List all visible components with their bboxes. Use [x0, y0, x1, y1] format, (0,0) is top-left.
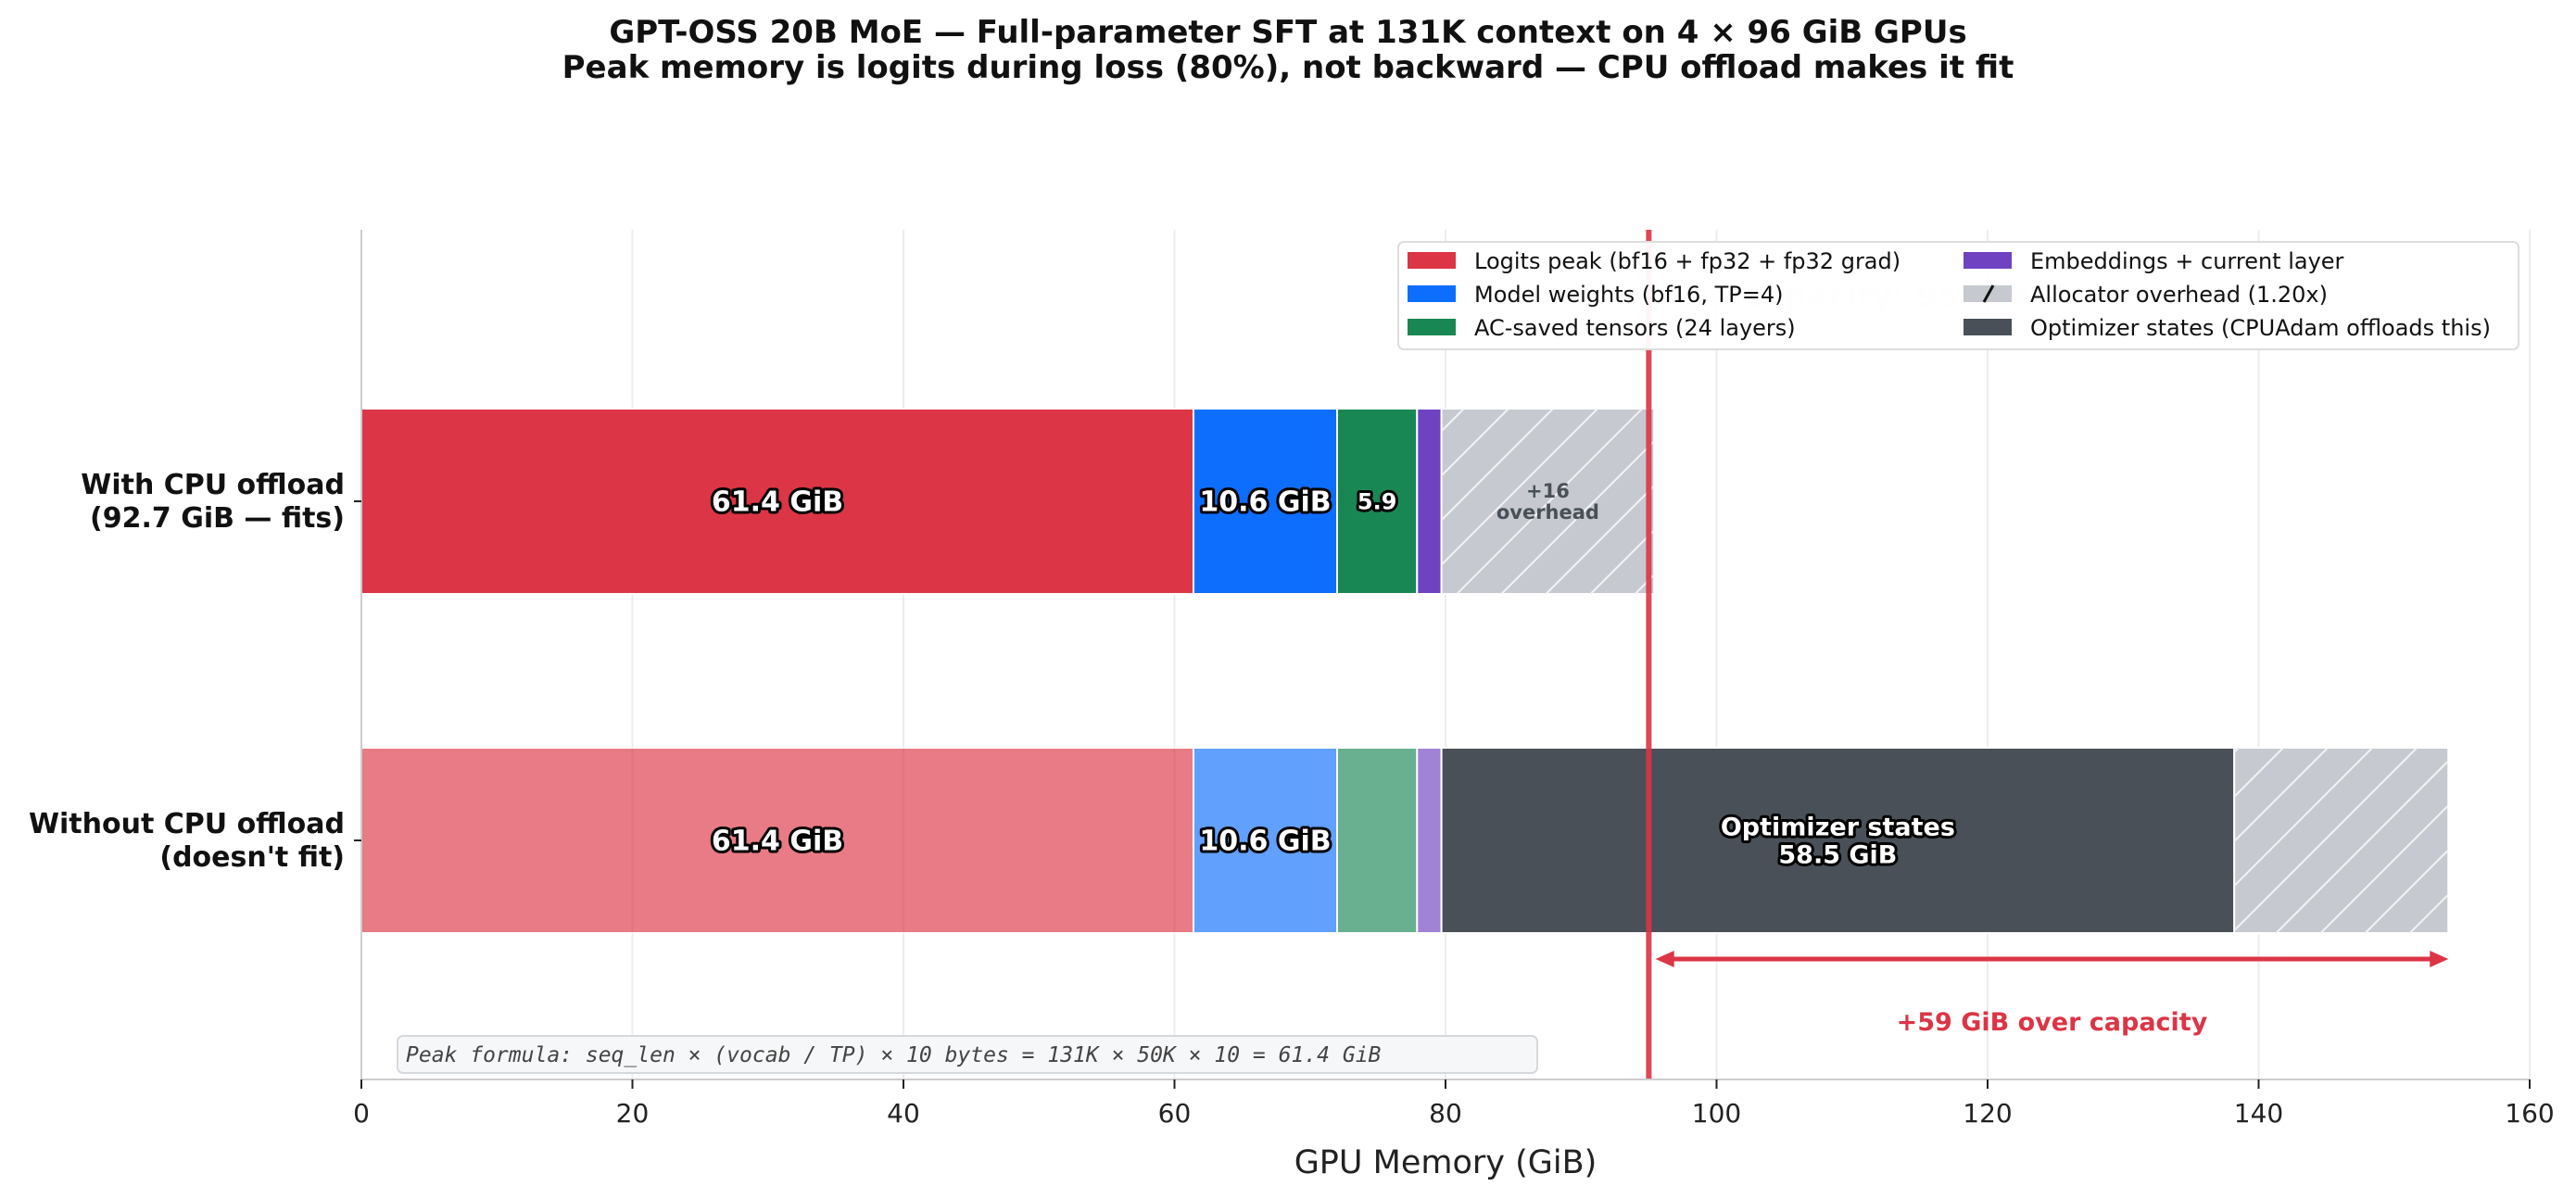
x-tick-label: 140	[2234, 1098, 2283, 1129]
legend-label: Model weights (bf16, TP=4)	[1474, 282, 1783, 308]
chart-subtitle: Peak memory is logits during loss (80%),…	[562, 49, 2014, 86]
x-tick-label: 100	[1692, 1098, 1741, 1129]
legend-label: Embeddings + current layer	[2030, 248, 2344, 274]
arrow-head-left	[1655, 951, 1674, 967]
y-tick-label: (doesn't fit)	[159, 841, 345, 874]
formula-box	[397, 1035, 1538, 1074]
x-tick-label: 40	[887, 1098, 920, 1129]
x-tick-label: 60	[1158, 1098, 1192, 1129]
arrow-head-right	[2430, 951, 2449, 967]
x-tick-label: 160	[2505, 1098, 2554, 1129]
bar-label: 10.6 GiB	[1199, 486, 1331, 519]
bar-segment	[360, 408, 1194, 595]
bar-segment	[1336, 747, 1419, 934]
bar-label: overhead	[1496, 501, 1599, 524]
legend-swatch	[1408, 285, 1456, 302]
bar-segment	[1440, 747, 2236, 934]
bar-segment	[1416, 747, 1443, 934]
bar-label: Optimizer states	[1721, 814, 1955, 842]
y-tick-label: With CPU offload	[81, 469, 345, 501]
bar-segment	[1192, 408, 1338, 595]
legend-label: Allocator overhead (1.20x)	[2030, 282, 2328, 308]
bar-segment-hatch	[1441, 409, 1655, 594]
x-tick-label: 80	[1429, 1098, 1462, 1129]
y-tick-label: (92.7 GiB — fits)	[90, 502, 345, 535]
bar-segment	[360, 747, 1194, 934]
legend-label: AC-saved tensors (24 layers)	[1474, 315, 1796, 341]
bar-label: 61.4 GiB	[712, 486, 843, 519]
bar-label: 10.6 GiB	[1199, 826, 1331, 858]
bar-label: 61.4 GiB	[712, 826, 843, 858]
bar-label: +16	[1526, 480, 1570, 502]
overflow-label: +59 GiB over capacity	[1897, 1008, 2208, 1037]
x-tick-label: 0	[353, 1098, 370, 1129]
legend-label: Optimizer states (CPUAdam offloads this)	[2030, 315, 2491, 341]
bar-label: 58.5 GiB	[1778, 840, 1897, 869]
y-tick-label: Without CPU offload	[29, 808, 345, 840]
legend-swatch	[1408, 319, 1456, 335]
legend-label: Logits peak (bf16 + fp32 + fp32 grad)	[1474, 248, 1900, 274]
legend-hatch-mark	[1982, 284, 1995, 303]
bar-segment	[1336, 408, 1419, 595]
bar-segment-hatch	[2234, 748, 2449, 933]
chart-title: GPT-OSS 20B MoE — Full-parameter SFT at …	[609, 14, 1966, 51]
legend-swatch	[1408, 252, 1456, 269]
legend-box	[1397, 241, 2519, 350]
x-tick-label: 120	[1963, 1098, 2012, 1129]
x-axis-label: GPU Memory (GiB)	[1294, 1144, 1597, 1181]
bar-segment	[1192, 747, 1338, 934]
bar-label: 5.9	[1357, 488, 1397, 514]
legend-swatch	[1964, 252, 2012, 269]
x-tick-label: 20	[616, 1098, 650, 1129]
formula-note: Peak formula: seq_len × (vocab / TP) × 1…	[406, 1043, 1382, 1067]
bar-segment	[1416, 408, 1443, 595]
legend-swatch	[1964, 319, 2012, 335]
